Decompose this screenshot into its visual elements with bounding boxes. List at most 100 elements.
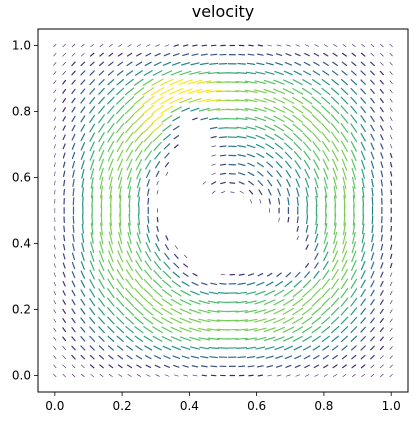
quiver-arrow	[118, 62, 123, 65]
quiver-arrow	[304, 62, 310, 65]
quiver-arrow	[64, 171, 65, 176]
quiver-arrow	[81, 309, 85, 314]
quiver-arrow	[303, 327, 312, 333]
quiver-arrow	[332, 279, 339, 289]
quiver-arrow	[166, 172, 168, 175]
quiver-arrow	[237, 127, 247, 128]
quiver-arrow	[134, 88, 143, 95]
quiver-arrow	[312, 115, 321, 123]
quiver-arrow	[109, 365, 113, 368]
quiver-arrow	[380, 337, 383, 340]
quiver-arrow	[54, 117, 56, 120]
quiver-arrow	[73, 189, 74, 196]
quiver-arrow	[99, 298, 105, 306]
quiver-arrow	[173, 117, 180, 121]
quiver-arrow	[99, 88, 104, 94]
quiver-arrow	[293, 299, 302, 306]
quiver-arrow	[72, 116, 75, 121]
quiver-arrow	[371, 98, 374, 102]
quiver-arrow	[322, 298, 330, 306]
quiver-arrow	[293, 124, 302, 131]
quiver-arrow	[363, 215, 364, 225]
quiver-arrow	[108, 289, 114, 298]
quiver-arrow	[143, 88, 154, 95]
quiver-arrow	[108, 132, 114, 141]
quiver-arrow	[191, 291, 199, 294]
quiver-arrow	[238, 357, 245, 358]
quiver-arrow	[303, 336, 311, 341]
quiver-arrow	[99, 317, 105, 323]
quiver-arrow	[257, 282, 264, 285]
quiver-arrow	[322, 279, 329, 288]
quiver-arrow	[266, 144, 274, 149]
quiver-arrow	[154, 346, 161, 350]
quiver-arrow	[143, 105, 154, 114]
quiver-arrow	[125, 97, 133, 104]
quiver-arrow	[99, 133, 104, 142]
quiver-arrow	[322, 80, 329, 85]
quiver-arrow	[380, 53, 383, 56]
quiver-arrow	[153, 327, 162, 333]
quiver-arrow	[109, 374, 112, 376]
quiver-arrow	[372, 225, 373, 233]
quiver-arrow	[313, 151, 319, 160]
quiver-arrow	[54, 163, 55, 167]
quiver-arrow	[157, 226, 158, 231]
quiver-arrow	[63, 108, 65, 112]
quiver-arrow	[306, 188, 308, 197]
quiver-arrow	[108, 97, 114, 104]
quiver-arrow	[99, 71, 103, 75]
quiver-arrow	[63, 162, 64, 167]
quiver-arrow	[230, 192, 234, 193]
quiver-arrow	[63, 356, 66, 359]
quiver-arrow	[135, 308, 143, 315]
quiver-arrow	[136, 346, 142, 350]
quiver-arrow	[352, 44, 355, 46]
quiver-arrow	[276, 162, 282, 168]
quiver-arrow	[117, 79, 123, 84]
quiver-arrow	[73, 171, 75, 178]
quiver-arrow	[371, 44, 374, 46]
quiver-arrow	[371, 300, 374, 305]
quiver-arrow	[108, 308, 114, 315]
quiver-arrow	[72, 62, 75, 65]
quiver-arrow	[219, 128, 227, 129]
quiver-arrow	[381, 254, 383, 259]
quiver-arrow	[324, 252, 328, 261]
quiver-arrow	[117, 270, 123, 280]
quiver-arrow	[269, 199, 270, 204]
quiver-arrow	[108, 336, 114, 341]
quiver-arrow	[191, 347, 200, 349]
quiver-arrow	[82, 170, 84, 178]
quiver-arrow	[145, 261, 151, 270]
quiver-arrow	[294, 133, 302, 140]
quiver-arrow	[286, 375, 290, 376]
quiver-arrow	[128, 53, 132, 56]
quiver-arrow	[390, 319, 392, 322]
quiver-arrow	[381, 263, 383, 268]
quiver-arrow	[380, 108, 383, 112]
quiver-arrow	[305, 375, 309, 377]
quiver-arrow	[361, 318, 365, 323]
quiver-arrow	[381, 291, 383, 296]
quiver-arrow	[361, 290, 365, 297]
quiver-arrow	[174, 45, 178, 46]
quiver-arrow	[135, 327, 143, 333]
quiver-arrow	[156, 235, 158, 241]
quiver-arrow	[380, 309, 383, 313]
quiver-arrow	[199, 72, 209, 74]
quiver-arrow	[63, 117, 65, 121]
quiver-arrow	[284, 116, 294, 122]
quiver-arrow	[324, 365, 328, 367]
quiver-arrow	[323, 270, 329, 279]
quiver-arrow	[54, 273, 55, 277]
quiver-arrow	[276, 366, 281, 368]
quiver-arrow	[257, 154, 264, 158]
quiver-arrow	[293, 317, 303, 323]
quiver-arrow	[54, 108, 56, 111]
quiver-arrow	[202, 45, 206, 46]
quiver-arrow	[343, 365, 347, 368]
quiver-arrow	[390, 300, 392, 303]
quiver-arrow	[351, 124, 357, 132]
quiver-arrow	[361, 107, 365, 113]
